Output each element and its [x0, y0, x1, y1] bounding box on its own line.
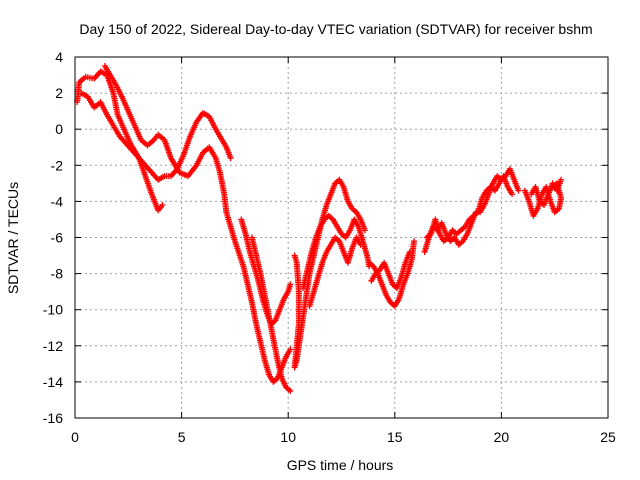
y-tick-label: -6 [51, 230, 64, 246]
data-point [159, 202, 166, 209]
y-tick-label: -4 [51, 193, 64, 209]
x-axis-label: GPS time / hours [287, 457, 394, 473]
x-tick-label: 10 [280, 429, 296, 445]
y-tick-label: -2 [51, 157, 64, 173]
y-tick-label: -16 [43, 410, 63, 426]
data-point [287, 281, 294, 288]
y-tick-label: -14 [43, 374, 63, 390]
data-point [558, 176, 565, 183]
data-point [227, 155, 234, 162]
y-tick-label: -8 [51, 266, 64, 282]
x-tick-label: 20 [494, 429, 510, 445]
y-axis-label: SDTVAR / TECUs [5, 182, 21, 294]
data-point [410, 238, 417, 245]
x-tick-label: 5 [178, 429, 186, 445]
data-point [287, 387, 294, 394]
data-point [515, 187, 522, 194]
plot-frame [74, 56, 609, 419]
x-tick-labels: 0 5 10 15 20 25 [71, 429, 616, 445]
data-point [357, 241, 364, 248]
data-point [361, 227, 368, 234]
y-tick-label: 0 [55, 121, 63, 137]
y-tick-label: 4 [55, 49, 63, 65]
y-tick-label: 2 [55, 85, 63, 101]
grid-lines [75, 57, 608, 418]
x-tick-label: 15 [387, 429, 403, 445]
y-tick-label: -12 [43, 338, 63, 354]
x-tick-label: 25 [600, 429, 616, 445]
x-tick-label: 0 [71, 429, 79, 445]
y-tick-label: -10 [43, 302, 63, 318]
chart-title: Day 150 of 2022, Sidereal Day-to-day VTE… [79, 21, 592, 37]
data-point [509, 191, 516, 198]
data-points [74, 63, 565, 394]
data-point [406, 248, 413, 255]
data-point [287, 346, 294, 353]
y-tick-labels: -16 -14 -12 -10 -8 -6 -4 -2 0 2 4 [43, 49, 63, 426]
